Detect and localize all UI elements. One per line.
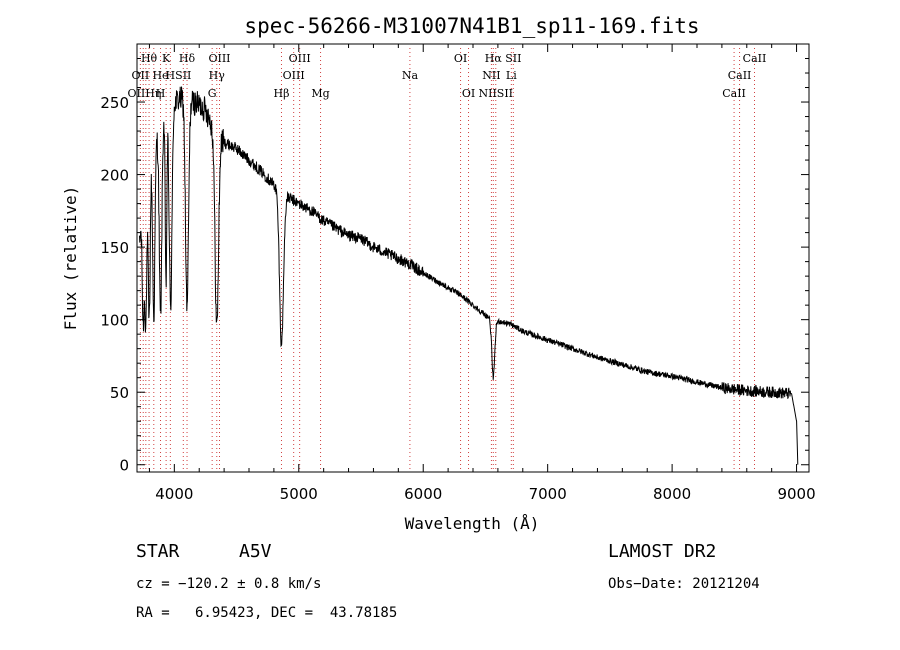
y-tick-label: 50 <box>110 384 129 402</box>
line-label: Na <box>402 69 419 82</box>
plot-frame <box>136 43 810 473</box>
y-axis-title: Flux (relative) <box>61 186 80 331</box>
line-label: OI <box>454 52 467 65</box>
x-tick-label: 8000 <box>653 485 691 503</box>
observation-date: Obs−Date: 20121204 <box>608 576 760 592</box>
line-label: OIIHη <box>128 87 162 100</box>
line-label: Hβ <box>274 87 290 100</box>
spectral-subclass: A5V <box>239 541 272 562</box>
line-label: CaII <box>722 87 746 100</box>
line-label: NIISII <box>478 87 513 100</box>
line-label: H <box>156 87 166 100</box>
line-label: CaII <box>728 69 752 82</box>
y-tick-label: 150 <box>100 239 129 257</box>
line-label: OII <box>132 69 150 82</box>
chart-title: spec-56266-M31007N41B1_sp11-169.fits <box>244 14 699 38</box>
line-label: NII <box>482 69 500 82</box>
survey-name: LAMOST DR2 <box>608 541 717 562</box>
spectral-line-markers <box>139 48 755 472</box>
line-label: OIII <box>208 52 230 65</box>
x-axis: 4000 5000 6000 7000 8000 9000 <box>148 44 816 503</box>
line-label: Mg <box>311 87 329 100</box>
line-label: SII <box>175 69 191 82</box>
x-axis-title: Wavelength (Å) <box>405 514 540 533</box>
x-tick-label: 4000 <box>155 485 193 503</box>
line-label: OIII <box>283 69 305 82</box>
line-label: SII <box>505 52 521 65</box>
y-axis: 0 50 100 150 200 250 <box>100 58 809 475</box>
line-label: OIII <box>289 52 311 65</box>
line-label: Hα <box>485 52 503 65</box>
y-tick-label: 0 <box>119 457 129 475</box>
line-label: CaII <box>743 52 767 65</box>
y-tick-label: 250 <box>100 94 129 112</box>
line-label: OI <box>462 87 475 100</box>
line-label: He <box>152 69 168 82</box>
line-label: Hδ <box>179 52 196 65</box>
spectrum-line <box>139 86 799 465</box>
line-label: Hγ <box>209 69 226 82</box>
line-label: Li <box>506 69 517 82</box>
x-tick-label: 9000 <box>777 485 815 503</box>
line-label: Hθ <box>141 52 158 65</box>
line-label: K <box>162 52 171 65</box>
x-tick-label: 7000 <box>529 485 567 503</box>
x-tick-label: 6000 <box>404 485 442 503</box>
redshift-velocity: cz = −120.2 ± 0.8 km/s <box>136 576 322 592</box>
y-tick-label: 200 <box>100 167 129 185</box>
coordinates: RA = 6.95423, DEC = 43.78185 <box>136 605 398 621</box>
y-tick-label: 100 <box>100 312 129 330</box>
x-tick-label: 5000 <box>280 485 318 503</box>
line-label: G <box>208 87 217 100</box>
object-type: STAR <box>136 541 180 562</box>
line-label: H <box>166 69 176 82</box>
